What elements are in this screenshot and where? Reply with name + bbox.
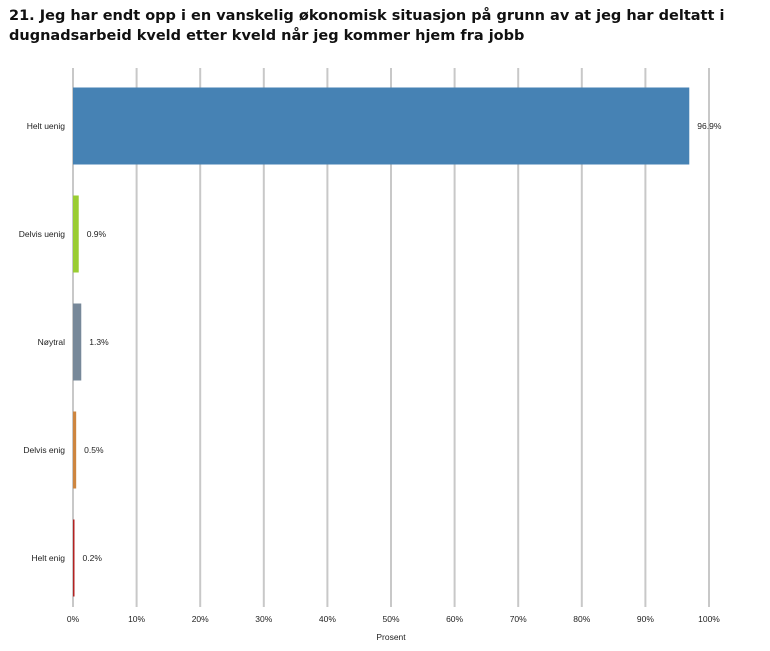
- x-tick-label: 40%: [319, 614, 336, 624]
- x-tick-label: 60%: [446, 614, 463, 624]
- x-tick-label: 90%: [637, 614, 654, 624]
- x-tick-label: 80%: [573, 614, 590, 624]
- category-label: Helt enig: [31, 553, 65, 563]
- x-tick-label: 70%: [510, 614, 527, 624]
- bar: [73, 519, 75, 597]
- x-tick-label: 20%: [192, 614, 209, 624]
- category-label: Helt uenig: [27, 121, 66, 131]
- x-axis-title: Prosent: [376, 632, 406, 642]
- bar: [73, 87, 690, 165]
- labels: 0% 10% 20% 30% 40% 50% 60% 70% 80% 90% 100% Helt ue…: [19, 121, 722, 624]
- bar: [73, 195, 79, 273]
- value-label: 1.3%: [89, 337, 109, 347]
- x-tick-label: 10%: [128, 614, 145, 624]
- x-tick-label: 30%: [255, 614, 272, 624]
- bar: [73, 411, 77, 489]
- value-label: 96.9%: [697, 121, 722, 131]
- bar: [73, 303, 82, 381]
- bars: [73, 87, 690, 597]
- category-label: Nøytral: [38, 337, 66, 347]
- value-label: 0.9%: [87, 229, 107, 239]
- x-tick-label: 50%: [382, 614, 399, 624]
- value-label: 0.5%: [84, 445, 104, 455]
- chart-title: 21. Jeg har endt opp i en vanskelig økon…: [9, 8, 725, 44]
- x-tick-label: 100%: [698, 614, 720, 624]
- value-label: 0.2%: [83, 553, 103, 563]
- category-label: Delvis uenig: [19, 229, 66, 239]
- category-label: Delvis enig: [23, 445, 65, 455]
- x-tick-label: 0%: [67, 614, 80, 624]
